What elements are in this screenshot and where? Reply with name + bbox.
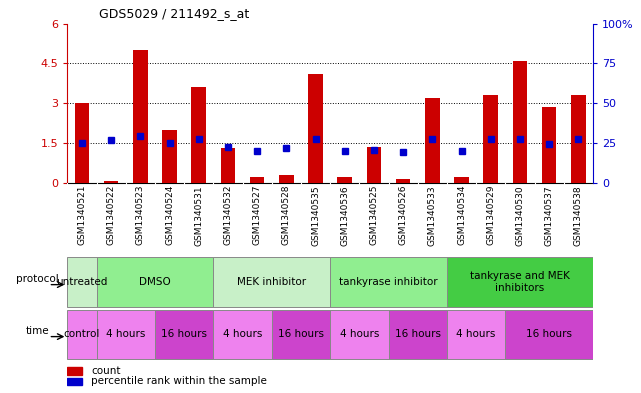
Text: protocol: protocol	[15, 274, 58, 284]
Bar	[279, 175, 294, 183]
Bar	[162, 130, 177, 183]
Text: GSM1340529: GSM1340529	[487, 185, 495, 245]
Text: tankyrase and MEK
inhibitors: tankyrase and MEK inhibitors	[470, 271, 570, 293]
Bar	[272, 310, 330, 358]
Bar	[388, 310, 447, 358]
Text: percentile rank within the sample: percentile rank within the sample	[91, 376, 267, 386]
Bar	[330, 310, 388, 358]
Bar	[67, 367, 82, 375]
Text: GSM1340532: GSM1340532	[224, 185, 233, 245]
Bar	[213, 257, 330, 307]
Text: GSM1340536: GSM1340536	[340, 185, 349, 246]
Bar	[513, 61, 528, 183]
Bar	[155, 310, 213, 358]
Text: GSM1340522: GSM1340522	[106, 185, 115, 245]
Text: GSM1340521: GSM1340521	[78, 185, 87, 245]
Bar	[250, 177, 265, 183]
Text: 4 hours: 4 hours	[106, 329, 146, 339]
Text: tankyrase inhibitor: tankyrase inhibitor	[339, 277, 438, 287]
Text: GDS5029 / 211492_s_at: GDS5029 / 211492_s_at	[99, 7, 249, 20]
Text: 16 hours: 16 hours	[278, 329, 324, 339]
Text: GSM1340538: GSM1340538	[574, 185, 583, 246]
Text: 16 hours: 16 hours	[395, 329, 441, 339]
Text: GSM1340530: GSM1340530	[515, 185, 524, 246]
Text: 16 hours: 16 hours	[526, 329, 572, 339]
Text: GSM1340535: GSM1340535	[311, 185, 320, 246]
Bar	[213, 310, 272, 358]
Bar	[542, 107, 556, 183]
Text: count: count	[91, 366, 121, 376]
Text: GSM1340533: GSM1340533	[428, 185, 437, 246]
Text: GSM1340531: GSM1340531	[194, 185, 203, 246]
Bar	[330, 257, 447, 307]
Text: GSM1340534: GSM1340534	[457, 185, 466, 245]
Text: GSM1340523: GSM1340523	[136, 185, 145, 245]
Text: 4 hours: 4 hours	[456, 329, 495, 339]
Text: GSM1340525: GSM1340525	[369, 185, 378, 245]
Bar	[104, 182, 119, 183]
Text: MEK inhibitor: MEK inhibitor	[237, 277, 306, 287]
Bar	[571, 95, 586, 183]
Bar	[192, 87, 206, 183]
Text: DMSO: DMSO	[139, 277, 171, 287]
Bar	[221, 148, 235, 183]
Bar	[337, 177, 352, 183]
Bar	[425, 98, 440, 183]
Bar	[67, 310, 97, 358]
Bar	[97, 257, 213, 307]
Text: untreated: untreated	[56, 277, 108, 287]
Bar	[67, 257, 97, 307]
Text: GSM1340537: GSM1340537	[545, 185, 554, 246]
Text: GSM1340527: GSM1340527	[253, 185, 262, 245]
Bar	[74, 103, 89, 183]
Text: GSM1340524: GSM1340524	[165, 185, 174, 245]
Bar	[308, 74, 323, 183]
Bar	[67, 378, 82, 385]
Text: time: time	[25, 327, 49, 336]
Bar	[97, 310, 155, 358]
Bar	[447, 257, 593, 307]
Bar	[133, 50, 147, 183]
Bar	[396, 179, 410, 183]
Bar	[367, 147, 381, 183]
Text: GSM1340526: GSM1340526	[399, 185, 408, 245]
Text: 16 hours: 16 hours	[161, 329, 207, 339]
Bar	[483, 95, 498, 183]
Bar	[505, 310, 593, 358]
Text: 4 hours: 4 hours	[340, 329, 379, 339]
Text: 4 hours: 4 hours	[223, 329, 262, 339]
Bar	[447, 310, 505, 358]
Text: GSM1340528: GSM1340528	[282, 185, 291, 245]
Text: control: control	[63, 329, 100, 339]
Bar	[454, 177, 469, 183]
